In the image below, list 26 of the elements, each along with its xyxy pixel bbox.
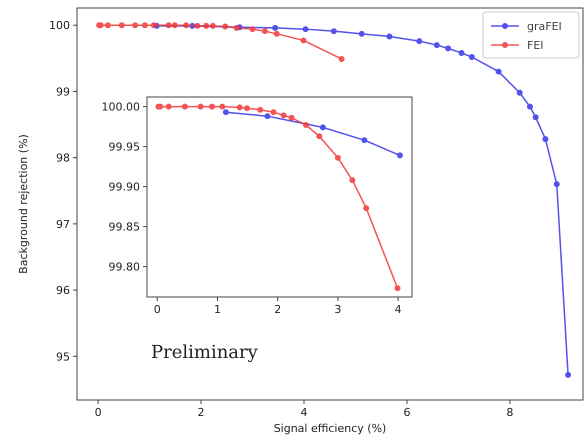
- x-axis-title: Signal efficiency (%): [274, 422, 386, 435]
- x-tick-label: 3: [334, 303, 342, 316]
- y-axis-title: Background rejection (%): [17, 134, 30, 274]
- x-tick-label: 0: [154, 303, 161, 316]
- y-tick-label: 100.00: [102, 100, 140, 114]
- x-tick-label: 8: [506, 406, 514, 419]
- y-tick-label: 99.90: [108, 180, 140, 194]
- y-tick-label: 96: [56, 284, 70, 298]
- y-tick-label: 99.95: [108, 140, 140, 154]
- y-tick-label: 97: [56, 218, 70, 231]
- legend-label: FEI: [527, 39, 544, 52]
- x-tick-label: 6: [403, 406, 410, 419]
- y-tick-label: 99.80: [108, 260, 140, 274]
- x-tick-label: 0: [94, 406, 102, 419]
- y-tick-label: 99: [56, 85, 70, 98]
- y-tick-label: 99.85: [108, 220, 140, 234]
- y-tick-label: 100: [49, 19, 70, 32]
- x-tick-label: 2: [274, 303, 282, 316]
- x-tick-label: 4: [300, 406, 308, 419]
- y-tick-label: 98: [56, 152, 70, 165]
- x-tick-label: 2: [198, 406, 205, 419]
- x-tick-label: 1: [214, 303, 221, 316]
- annotation: Preliminary: [151, 342, 259, 363]
- x-tick-label: 4: [394, 303, 402, 316]
- y-tick-label: 95: [56, 350, 70, 364]
- legend-label: graFEI: [527, 20, 562, 33]
